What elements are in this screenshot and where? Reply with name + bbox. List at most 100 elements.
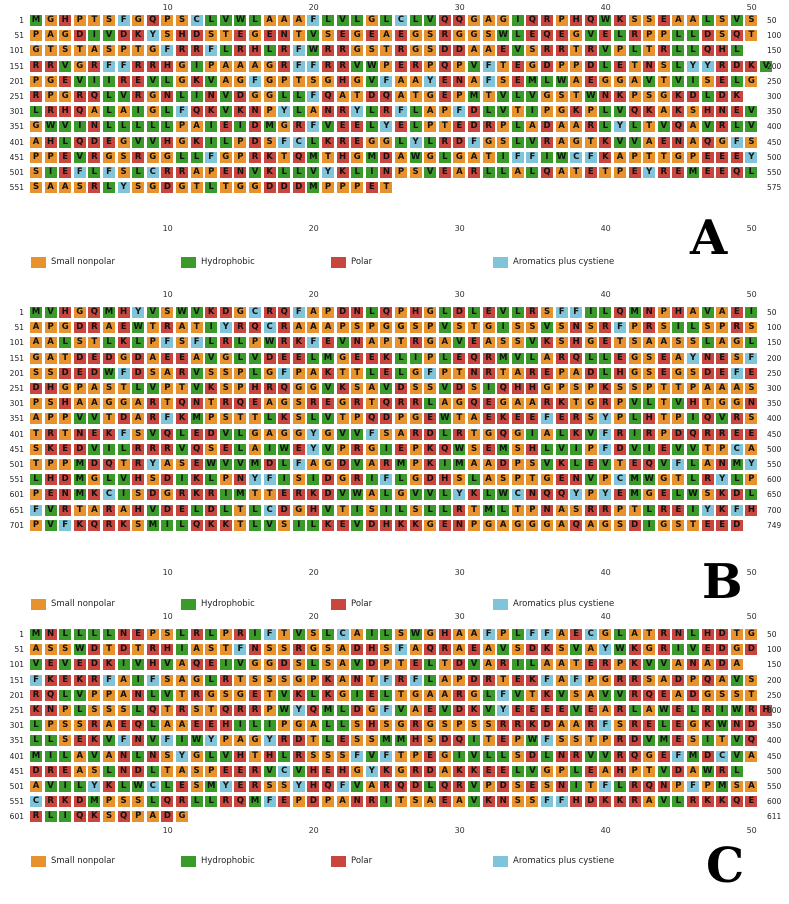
residue-cell: R (218, 397, 233, 411)
residue-cell: N (452, 518, 467, 532)
residue-cell: Q (700, 44, 715, 58)
residue-cell: S (350, 719, 365, 733)
residue-cell: Q (627, 749, 642, 763)
residue-cell: S (729, 780, 744, 793)
residue-cell: F (160, 734, 175, 748)
residue-cell: P (379, 59, 394, 73)
residue-cell: R (452, 503, 467, 517)
residue-cell: R (335, 105, 350, 119)
residue-cell: V (496, 643, 511, 657)
residue-cell: G (58, 90, 73, 103)
residue-cell: N (671, 135, 686, 149)
residue-cell: D (700, 749, 715, 763)
residue-cell: E (189, 427, 204, 441)
residue-cell: E (58, 74, 73, 88)
residue-cell: V (204, 74, 219, 88)
residue-cell: F (525, 628, 540, 641)
residue-cell: S (452, 321, 467, 335)
residue-cell: N (525, 488, 540, 502)
residue-cell: S (510, 749, 525, 763)
sequence-row: 151 F K E K R F A I F S A G L R T S S S G P K A N T F R F L A P D R T E K F A… (0, 673, 789, 687)
residue-cell: N (116, 764, 131, 778)
residue-cell: S (72, 336, 87, 350)
residue-cell: V (642, 734, 657, 748)
residue-cell: V (656, 795, 671, 809)
residue-cell: V (233, 458, 248, 471)
residue-cell: Q (189, 105, 204, 119)
residue-cell: L (306, 658, 321, 672)
residue-cell: F (29, 503, 43, 517)
residue-cell: S (277, 643, 292, 657)
residue-cell: Y (686, 351, 700, 365)
ruler-tick-label: 40 (600, 568, 611, 577)
residue-cell: N (131, 734, 146, 748)
residue-cell: S (43, 643, 58, 657)
residue-cell: V (437, 321, 452, 335)
residue-cell: F (481, 74, 496, 88)
residue-cell: Q (437, 14, 452, 27)
residue-cell: H (335, 74, 350, 88)
ruler-tick-label: 40 (600, 290, 611, 299)
residue-cell: A (58, 181, 73, 195)
residue-cell: R (175, 488, 189, 502)
residue-cell: S (189, 704, 204, 717)
residue-cell: G (627, 366, 642, 380)
residue-cell: G (248, 90, 262, 103)
residue-cell: A (569, 366, 584, 380)
residue-cell: I (175, 473, 189, 487)
residue-cell: D (525, 643, 540, 657)
residue-cell: D (715, 643, 730, 657)
residue-cell: S (583, 321, 598, 335)
residue-cell: V (218, 90, 233, 103)
row-start-position: 551 (9, 475, 24, 485)
residue-cell: R (642, 427, 657, 441)
residue-cell: E (350, 351, 365, 365)
residue-cell: H (569, 14, 584, 27)
residue-cell: A (306, 366, 321, 380)
residue-cell: E (394, 29, 408, 43)
residue-cell: W (598, 14, 613, 27)
residue-cell: D (379, 150, 394, 164)
residue-cell: H (131, 503, 146, 517)
residue-cell: V (467, 795, 481, 809)
residue-cell: T (218, 643, 233, 657)
ruler-tick-label: 50 (746, 612, 757, 621)
residue-cell: L (394, 366, 408, 380)
residue-cell: D (437, 44, 452, 58)
residue-cell: A (87, 105, 102, 119)
residue-cell: V (145, 734, 160, 748)
residue-cell: A (510, 366, 525, 380)
panel-letter: C (706, 838, 745, 894)
residue-cell: L (306, 518, 321, 532)
residue-cell: F (598, 442, 613, 456)
row-end-position: 250 (767, 368, 782, 378)
residue-cell: L (131, 120, 146, 134)
residue-cell: K (102, 658, 116, 672)
residue-cell: L (233, 442, 248, 456)
residue-cell: C (569, 150, 584, 164)
residue-cell: R (335, 135, 350, 149)
residue-cell: L (613, 628, 627, 641)
residue-cell: A (642, 336, 657, 350)
residue-cell: D (452, 44, 467, 58)
residue-cell: I (569, 442, 584, 456)
residue-cell: F (467, 135, 481, 149)
residue-cell: E (437, 518, 452, 532)
residue-cell: T (481, 150, 496, 164)
residue-cell: Q (437, 780, 452, 793)
residue-cell: G (350, 29, 365, 43)
residue-cell: H (408, 306, 423, 319)
ruler-tick-label: 50 (746, 568, 757, 577)
residue-cell: L (364, 105, 379, 119)
residue-cell: E (583, 458, 598, 471)
residue-cell: E (189, 719, 204, 733)
row-start-position: 51 (14, 323, 24, 333)
residue-cell: V (452, 336, 467, 350)
residue-cell: S (510, 643, 525, 657)
residue-cell: K (43, 442, 58, 456)
residue-cell: T (642, 628, 657, 641)
residue-cell: C (145, 166, 160, 179)
residue-cell: A (248, 59, 262, 73)
residue-cell: D (87, 366, 102, 380)
residue-cell: S (642, 673, 657, 687)
